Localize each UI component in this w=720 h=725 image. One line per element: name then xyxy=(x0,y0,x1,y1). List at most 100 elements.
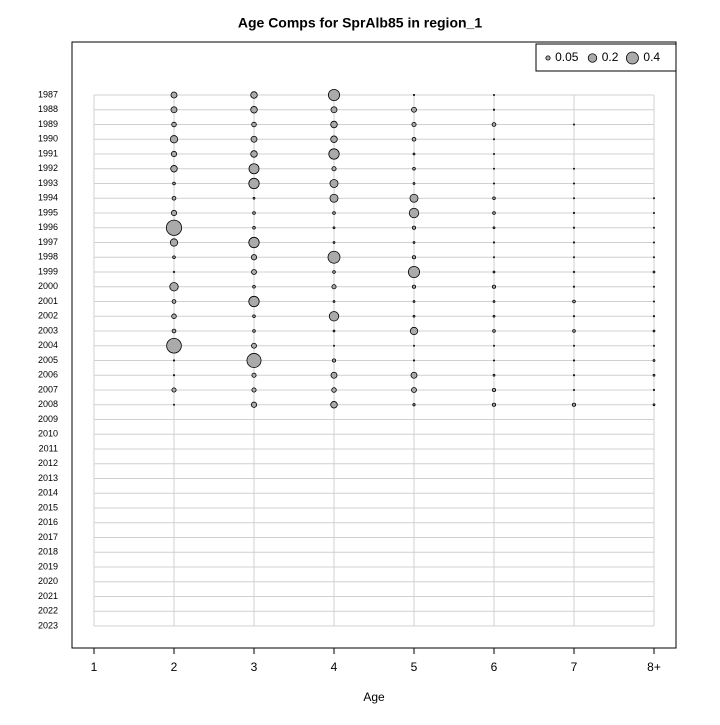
bubble xyxy=(172,374,176,377)
bubble xyxy=(411,255,417,260)
bubble xyxy=(653,211,656,214)
bubble xyxy=(571,402,577,407)
bubble xyxy=(330,106,338,114)
bubble xyxy=(412,314,416,318)
bubble xyxy=(492,167,495,170)
bubble xyxy=(492,314,496,318)
y-tick-label: 2017 xyxy=(38,532,58,542)
bubble xyxy=(252,226,256,230)
y-tick-label: 2002 xyxy=(38,311,58,321)
bubble xyxy=(492,138,495,141)
bubble xyxy=(251,342,257,349)
y-tick-label: 1989 xyxy=(38,119,58,129)
bubble xyxy=(171,299,177,304)
bubble xyxy=(172,270,176,274)
y-tick-label: 2023 xyxy=(38,620,58,630)
bubble xyxy=(572,359,576,362)
legend-label: 0.2 xyxy=(602,50,619,64)
bubble xyxy=(172,403,175,406)
y-tick-label: 2021 xyxy=(38,591,58,601)
bubble xyxy=(653,197,656,200)
bubble xyxy=(573,256,576,259)
bubble xyxy=(492,256,495,259)
bubble xyxy=(412,182,416,185)
bubble xyxy=(250,254,258,261)
x-tick-label: 2 xyxy=(171,660,178,674)
y-tick-label: 1993 xyxy=(38,178,58,188)
bubble xyxy=(492,182,495,185)
bubble xyxy=(492,373,496,377)
y-tick-label: 2020 xyxy=(38,576,58,586)
bubble xyxy=(412,152,416,156)
bubble xyxy=(572,374,576,377)
bubble xyxy=(251,269,257,275)
bubble xyxy=(170,106,178,114)
bubble xyxy=(492,270,496,274)
bubble xyxy=(410,371,418,379)
bubble xyxy=(652,270,656,274)
bubble xyxy=(172,181,176,186)
bubble xyxy=(492,359,495,362)
bubble xyxy=(330,120,338,129)
bubble xyxy=(332,344,335,347)
y-tick-label: 2015 xyxy=(38,502,58,512)
bubble xyxy=(492,300,496,303)
bubble xyxy=(492,94,495,97)
y-tick-label: 2014 xyxy=(38,488,58,498)
bubble xyxy=(653,241,656,244)
bubble xyxy=(169,238,179,247)
bubble xyxy=(332,226,336,230)
bubbles xyxy=(165,88,656,409)
y-tick-label: 2016 xyxy=(38,517,58,527)
x-tick-label: 8+ xyxy=(647,660,661,674)
bubble xyxy=(412,344,415,347)
x-tick-label: 1 xyxy=(91,660,98,674)
bubble xyxy=(492,152,495,155)
chart-title: Age Comps for SprAlb85 in region_1 xyxy=(238,15,482,31)
y-tick-label: 2000 xyxy=(38,281,58,291)
bubble xyxy=(172,255,176,259)
bubble xyxy=(171,387,177,393)
bubble xyxy=(572,241,576,244)
bubble xyxy=(248,236,260,249)
bubble xyxy=(411,136,417,142)
y-tick-label: 1995 xyxy=(38,207,58,217)
bubble xyxy=(330,371,338,379)
bubble xyxy=(246,353,262,368)
bubble xyxy=(171,121,177,128)
y-tick-label: 2004 xyxy=(38,340,58,350)
bubble xyxy=(492,344,495,347)
y-tick-label: 2012 xyxy=(38,458,58,468)
bubble xyxy=(171,313,177,319)
y-tick-label: 2006 xyxy=(38,370,58,380)
bubble xyxy=(251,372,257,378)
bubble xyxy=(572,226,576,229)
bubble xyxy=(251,387,257,393)
bubble xyxy=(250,135,258,143)
y-tick-label: 1996 xyxy=(38,222,58,232)
bubble xyxy=(332,211,336,215)
x-tick-label: 5 xyxy=(411,660,418,674)
y-tick-label: 2005 xyxy=(38,355,58,365)
bubble xyxy=(572,211,576,215)
bubble xyxy=(332,300,336,303)
bubble xyxy=(171,328,177,334)
bubble xyxy=(250,106,258,114)
bubble xyxy=(492,196,496,200)
y-tick-label: 1992 xyxy=(38,163,58,173)
bubble xyxy=(331,284,337,290)
bubble xyxy=(252,329,256,333)
y-tick-label: 2003 xyxy=(38,325,58,335)
bubble xyxy=(250,401,258,408)
y-tick-label: 1987 xyxy=(38,89,58,99)
legend-bubble xyxy=(626,51,639,65)
bubble xyxy=(165,219,183,236)
y-tick-label: 2010 xyxy=(38,429,58,439)
y-tick-label: 2007 xyxy=(38,384,58,394)
y-tick-label: 2013 xyxy=(38,473,58,483)
bubble xyxy=(331,387,337,393)
bubble xyxy=(491,402,497,407)
bubble xyxy=(653,226,656,229)
legend-label: 0.05 xyxy=(555,50,579,64)
bubble xyxy=(653,344,656,347)
